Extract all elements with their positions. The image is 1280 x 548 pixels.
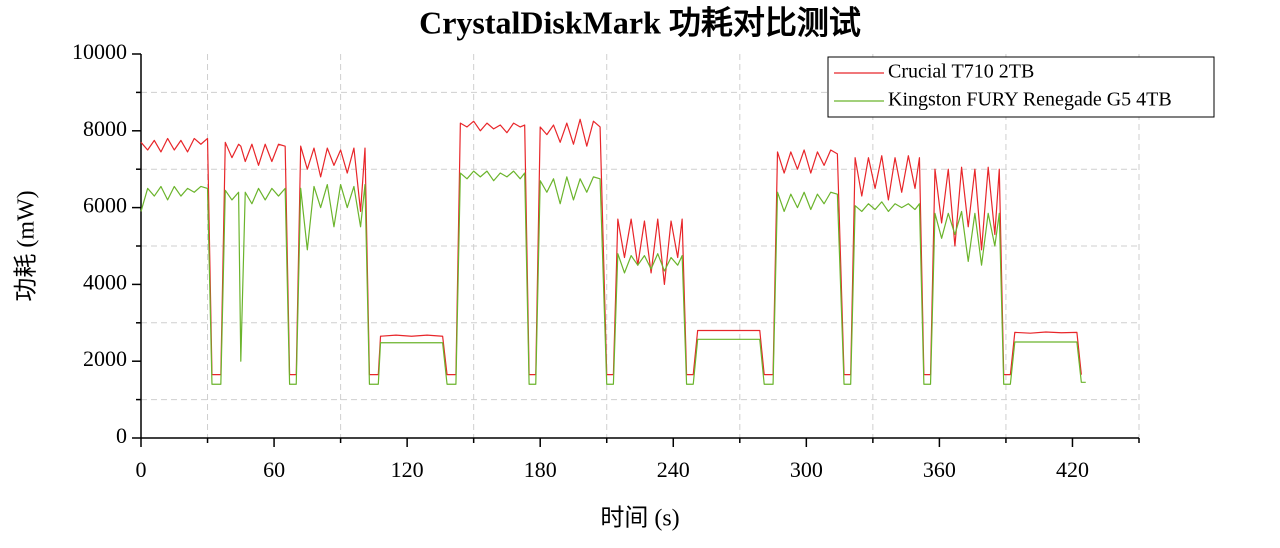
x-tick-label: 240 xyxy=(657,457,690,482)
x-tick-label: 60 xyxy=(263,457,285,482)
y-axis-label: 功耗 (mW) xyxy=(13,190,40,301)
x-tick-label: 360 xyxy=(923,457,956,482)
legend-label: Kingston FURY Renegade G5 4TB xyxy=(888,89,1172,111)
x-tick-label: 0 xyxy=(136,457,147,482)
y-tick-label: 2000 xyxy=(83,346,127,371)
x-tick-label: 180 xyxy=(524,457,557,482)
y-tick-label: 6000 xyxy=(83,193,127,218)
legend-label: Crucial T710 2TB xyxy=(888,61,1034,83)
y-tick-label: 10000 xyxy=(72,39,127,64)
y-tick-label: 8000 xyxy=(83,116,127,141)
x-tick-label: 300 xyxy=(790,457,823,482)
chart-title: CrystalDiskMark 功耗对比测试 xyxy=(419,4,861,40)
x-tick-label: 420 xyxy=(1056,457,1089,482)
x-tick-label: 120 xyxy=(391,457,424,482)
y-tick-label: 4000 xyxy=(83,269,127,294)
series-line xyxy=(140,118,1082,376)
y-tick-label: 0 xyxy=(116,423,127,448)
x-axis-label: 时间 (s) xyxy=(600,505,679,532)
legend-box xyxy=(827,56,1215,118)
series-line xyxy=(140,170,1086,385)
